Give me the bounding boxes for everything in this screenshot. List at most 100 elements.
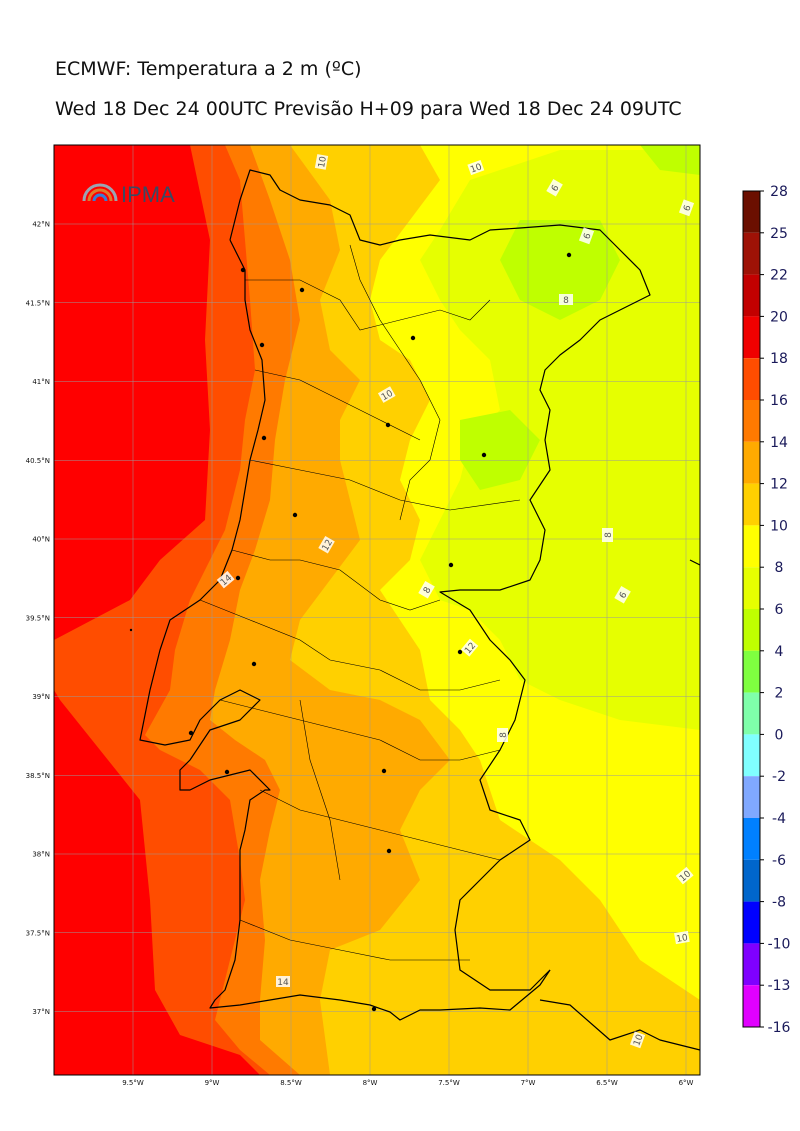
longitude-axis: 9.5°W 9°W 8.5°W 8°W 7.5°W 7°W 6.5°W 6°W bbox=[122, 1079, 693, 1087]
contour-label-text: 12 bbox=[321, 538, 335, 553]
contour-label: 6 bbox=[678, 199, 695, 217]
ipma-logo-arc-3 bbox=[92, 193, 108, 202]
colorbar-swatch bbox=[743, 316, 760, 359]
contour-label: 8 bbox=[497, 728, 509, 742]
contour-label: 14 bbox=[276, 976, 290, 988]
contour-label: 10 bbox=[467, 159, 485, 176]
contour-label: 10 bbox=[629, 1031, 646, 1049]
contour-label: 6 bbox=[546, 178, 563, 197]
ipma-logo: IPMA bbox=[82, 182, 175, 207]
latitude-tick-label: 39.5°N bbox=[26, 614, 50, 622]
latitude-tick-label: 40°N bbox=[32, 536, 50, 544]
colorbar-label: 0 bbox=[775, 727, 784, 743]
contour-label-text: 10 bbox=[469, 162, 483, 175]
graticule bbox=[54, 145, 700, 1075]
colorbar-label: 8 bbox=[775, 560, 784, 576]
colorbar-swatch bbox=[743, 441, 760, 484]
colorbar-swatch bbox=[743, 901, 760, 944]
ipma-logo-text: IPMA bbox=[121, 182, 175, 207]
contour-label-text: 6 bbox=[618, 590, 630, 600]
colorbar-swatch bbox=[743, 191, 760, 233]
colorbar-label: 14 bbox=[770, 435, 788, 451]
colorbar-label: 18 bbox=[770, 351, 788, 367]
longitude-tick-label: 7°W bbox=[521, 1079, 536, 1087]
chart-subtitle: Wed 18 Dec 24 00UTC Previsão H+09 para W… bbox=[55, 98, 682, 120]
colorbar-swatch bbox=[743, 985, 760, 1027]
contour-label-background bbox=[418, 580, 435, 599]
contour-label-text: 8 bbox=[604, 532, 614, 538]
interior-colder-region bbox=[500, 220, 620, 320]
latitude-tick-label: 39°N bbox=[32, 693, 50, 701]
colorbar-label: 2 bbox=[775, 686, 784, 702]
contour-label: 6 bbox=[578, 227, 595, 245]
contour-label-background bbox=[318, 535, 335, 554]
contour-label-text: 6 bbox=[582, 232, 593, 241]
colorbar-swatch bbox=[743, 232, 760, 275]
ipma-logo-arc-2 bbox=[87, 188, 113, 202]
latitude-tick-label: 38°N bbox=[32, 851, 50, 859]
latitude-tick-label: 38.5°N bbox=[26, 772, 50, 780]
contour-label-background bbox=[614, 585, 631, 604]
contour-label-background bbox=[675, 866, 694, 885]
longitude-tick-label: 8.5°W bbox=[280, 1079, 302, 1087]
colorbar-label: 6 bbox=[775, 602, 784, 618]
colorbar-label: 10 bbox=[770, 518, 788, 534]
colorbar-label: -16 bbox=[768, 1020, 791, 1036]
colorbar-label: -10 bbox=[768, 936, 791, 952]
colorbar-swatch bbox=[743, 692, 760, 735]
contour-label-background bbox=[578, 227, 595, 245]
contour-label: 6 bbox=[614, 585, 631, 604]
contour-label-background bbox=[678, 199, 695, 217]
colorbar-swatch bbox=[743, 274, 760, 317]
contour-label-background bbox=[314, 154, 329, 170]
longitude-tick-label: 6°W bbox=[679, 1079, 694, 1087]
longitude-tick-label: 7.5°W bbox=[438, 1079, 460, 1087]
colorbar-swatch bbox=[743, 567, 760, 609]
longitude-tick-label: 8°W bbox=[363, 1079, 378, 1087]
colorbar-label: 16 bbox=[770, 393, 788, 409]
contour-label-text: 8 bbox=[499, 732, 509, 738]
district-borders bbox=[199, 244, 521, 961]
colorbar-swatch bbox=[743, 943, 760, 986]
colorbar-label: 25 bbox=[770, 226, 788, 242]
latitude-tick-label: 42°N bbox=[32, 221, 50, 229]
contour-label-text: 10 bbox=[676, 933, 689, 945]
colorbar-swatch bbox=[743, 483, 760, 526]
contour-label-background bbox=[377, 386, 396, 403]
contour-label-background bbox=[629, 1031, 646, 1049]
contour-label-text: 8 bbox=[422, 585, 434, 595]
latitude-tick-label: 37.5°N bbox=[26, 929, 50, 937]
contour-label-background bbox=[467, 159, 485, 176]
colorbar-swatch bbox=[743, 358, 760, 400]
colorbar-swatch bbox=[743, 525, 760, 568]
contour-label-background bbox=[602, 528, 613, 542]
longitude-tick-label: 9°W bbox=[205, 1079, 220, 1087]
colorbar-label: -2 bbox=[772, 769, 786, 785]
contour-label-background bbox=[546, 178, 563, 197]
city-markers bbox=[129, 252, 572, 1012]
latitude-tick-label: 40.5°N bbox=[26, 457, 50, 465]
latitude-tick-label: 37°N bbox=[32, 1008, 50, 1016]
interior-colder-region-ne bbox=[640, 145, 700, 175]
colorbar-swatch bbox=[743, 400, 760, 442]
chart-title: ECMWF: Temperatura a 2 m (ºC) bbox=[55, 58, 362, 80]
ipma-logo-arc-1 bbox=[82, 183, 118, 202]
colorbar-swatch bbox=[743, 650, 760, 693]
latitude-tick-label: 41°N bbox=[32, 378, 50, 386]
contour-label-text: 14 bbox=[277, 978, 289, 988]
interior-colder-region-central bbox=[460, 410, 540, 490]
longitude-tick-label: 6.5°W bbox=[596, 1079, 618, 1087]
contour-label: 8 bbox=[602, 528, 614, 542]
contour-label-background bbox=[497, 728, 508, 742]
colorbar-label: -4 bbox=[772, 811, 786, 827]
colorbar-label: 28 bbox=[770, 184, 788, 200]
contour-label: 12 bbox=[318, 535, 335, 554]
contour-label: 10 bbox=[314, 154, 329, 170]
contour-label-text: 8 bbox=[563, 296, 569, 306]
colorbar-label: 4 bbox=[775, 644, 784, 660]
colorbar-label: 20 bbox=[770, 309, 788, 325]
contour-label: 10 bbox=[674, 930, 690, 945]
latitude-tick-label: 41.5°N bbox=[26, 299, 50, 307]
